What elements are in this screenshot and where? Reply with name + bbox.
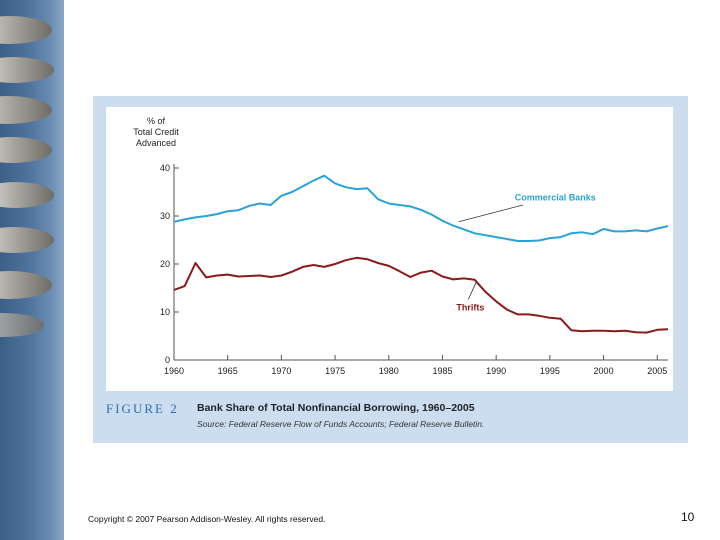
figure-panel: % of Total Credit Advanced 0 10 20 30 40 1960 196… [93,96,688,443]
y-axis-label-line: Advanced [136,138,176,148]
copyright-notice: Copyright © 2007 Pearson Addison-Wesley.… [88,514,326,524]
x-tick-label: 1990 [486,366,506,376]
x-tick-label: 1975 [325,366,345,376]
coin-group [0,16,54,337]
figure-title: Bank Share of Total Nonfinancial Borrowi… [197,402,475,414]
figure-source: Source: Federal Reserve Flow of Funds Ac… [197,419,485,429]
y-tick-label: 40 [160,163,170,173]
y-axis-label-line: Total Credit [133,127,179,137]
annotation-label: Thrifts [456,303,484,313]
y-tick-label: 10 [160,307,170,317]
y-tick-label: 0 [165,355,170,365]
annotation-leader-line [458,204,524,223]
left-decorative-strip [0,0,64,540]
y-axis-label-line: % of [147,116,166,126]
x-tick-label: 2005 [647,366,667,376]
annotation-label: Commercial Banks [515,193,596,203]
chart-area: % of Total Credit Advanced 0 10 20 30 40 1960 196… [106,107,673,391]
x-tick-label: 1965 [218,366,238,376]
coin-stack-image [0,16,54,337]
commercial-banks-series-line [173,174,669,242]
x-tick-label: 1995 [540,366,560,376]
figure-label: FIGURE 2 [106,401,179,416]
page-number: 10 [681,510,695,524]
x-tick-label: 1960 [164,366,184,376]
y-tick-label: 30 [160,211,170,221]
x-tick-label: 1970 [271,366,291,376]
thrifts-series-line [173,256,669,334]
x-tick-label: 1985 [432,366,452,376]
y-tick-label: 20 [160,259,170,269]
x-tick-label: 2000 [594,366,614,376]
annotation-leader-line [467,280,478,300]
x-tick-label: 1980 [379,366,399,376]
